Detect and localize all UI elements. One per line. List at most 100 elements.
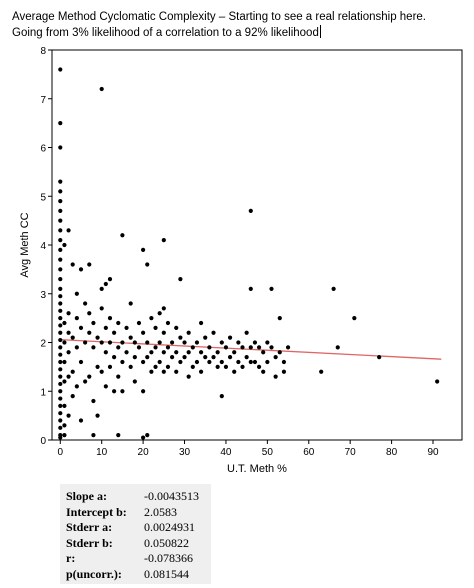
- x-tick-label-6: 60: [303, 447, 315, 458]
- data-point-164: [219, 340, 224, 345]
- stats-label: Stderr a:: [66, 520, 113, 534]
- data-point-106: [132, 355, 137, 360]
- data-point-150: [190, 364, 195, 369]
- data-point-22: [58, 345, 63, 350]
- data-point-41: [62, 403, 67, 408]
- data-point-69: [91, 320, 96, 326]
- data-point-32: [58, 418, 63, 423]
- data-point-167: [223, 345, 229, 350]
- plot-frame: [51, 49, 463, 441]
- data-point-33: [58, 425, 63, 430]
- data-point-176: [240, 364, 245, 369]
- data-point-10: [58, 247, 63, 252]
- data-point-2: [58, 145, 63, 150]
- data-point-168: [223, 364, 229, 369]
- data-point-53: [70, 394, 75, 399]
- data-point-138: [174, 325, 179, 330]
- x-tick-label-0: 0: [58, 447, 64, 458]
- stats-label: Stderr b:: [66, 535, 113, 550]
- data-point-52: [70, 369, 75, 374]
- data-point-156: [203, 335, 208, 340]
- data-point-87: [107, 340, 113, 345]
- data-point-160: [211, 330, 216, 335]
- data-point-71: [91, 398, 96, 404]
- data-point-9: [58, 238, 63, 243]
- data-point-49: [66, 413, 71, 418]
- stats-value: 0.081544: [144, 566, 189, 581]
- data-point-129: [161, 306, 166, 311]
- data-point-145: [182, 355, 187, 360]
- data-point-12: [58, 267, 63, 272]
- data-point-91: [112, 389, 117, 394]
- y-axis-label: Avg Meth CC: [19, 212, 31, 277]
- data-point-60: [78, 359, 84, 365]
- data-point-122: [153, 325, 158, 330]
- data-point-103: [128, 335, 133, 340]
- data-point-74: [95, 364, 100, 369]
- data-point-17: [58, 308, 63, 313]
- data-point-6: [58, 208, 63, 213]
- stats-row: Slope a: -0.0043513: [60, 488, 211, 504]
- x-tick-label-8: 80: [386, 447, 398, 458]
- data-point-166: [219, 394, 224, 399]
- data-point-36: [62, 242, 67, 248]
- data-point-51: [70, 335, 75, 340]
- data-point-190: [265, 359, 270, 365]
- data-point-149: [190, 345, 195, 350]
- data-point-98: [120, 359, 125, 365]
- x-tick-label-1: 10: [96, 447, 108, 458]
- data-point-170: [227, 355, 233, 360]
- data-point-182: [248, 359, 253, 365]
- data-point-185: [256, 345, 262, 350]
- data-point-76: [99, 86, 104, 92]
- data-point-65: [87, 262, 92, 267]
- data-point-27: [58, 381, 63, 387]
- data-point-81: [103, 281, 108, 287]
- data-point-61: [78, 418, 84, 423]
- data-point-7: [58, 218, 63, 223]
- data-point-178: [244, 355, 249, 360]
- y-axis: 0 1 2 3 4 5 6 7 8: [40, 46, 52, 447]
- data-point-189: [265, 340, 270, 345]
- data-point-125: [157, 311, 162, 316]
- data-point-70: [91, 345, 96, 350]
- data-point-183: [252, 340, 258, 345]
- data-point-109: [136, 345, 142, 350]
- data-point-127: [157, 359, 162, 365]
- regression-stats-box: Slope a: -0.0043513 Intercept b: 2.0583 Stde…: [60, 484, 211, 584]
- data-point-42: [62, 423, 67, 428]
- data-point-100: [124, 325, 129, 330]
- data-point-142: [178, 335, 183, 340]
- data-point-159: [207, 359, 212, 365]
- data-point-45: [66, 311, 71, 316]
- text-cursor: [319, 25, 321, 38]
- data-point-80: [99, 369, 104, 374]
- stats-label: p(uncorr.):: [66, 566, 122, 581]
- data-point-179: [248, 208, 253, 213]
- stats-value: 2.0583: [144, 504, 177, 519]
- data-point-79: [99, 340, 104, 345]
- data-point-92: [116, 320, 121, 326]
- data-point-120: [149, 350, 154, 355]
- data-point-56: [74, 345, 79, 350]
- y-tick-label-4: 4: [40, 241, 46, 252]
- data-point-158: [207, 345, 212, 350]
- data-point-83: [103, 350, 108, 355]
- data-point-174: [236, 359, 241, 365]
- data-point-205: [435, 379, 440, 384]
- data-point-115: [145, 262, 150, 267]
- x-tick-label-4: 40: [220, 447, 232, 458]
- data-point-117: [145, 355, 150, 360]
- data-point-128: [161, 238, 166, 243]
- data-point-141: [178, 277, 183, 282]
- data-point-152: [194, 359, 200, 365]
- data-point-172: [232, 369, 237, 374]
- data-point-146: [186, 330, 191, 335]
- data-point-204: [377, 355, 382, 360]
- y-tick-label-8: 8: [40, 46, 46, 57]
- data-point-18: [58, 316, 63, 321]
- figure-caption: Average Method Cyclomatic Complexity – S…: [12, 9, 426, 41]
- data-point-63: [83, 340, 88, 345]
- data-point-107: [132, 379, 137, 384]
- data-point-57: [74, 384, 79, 389]
